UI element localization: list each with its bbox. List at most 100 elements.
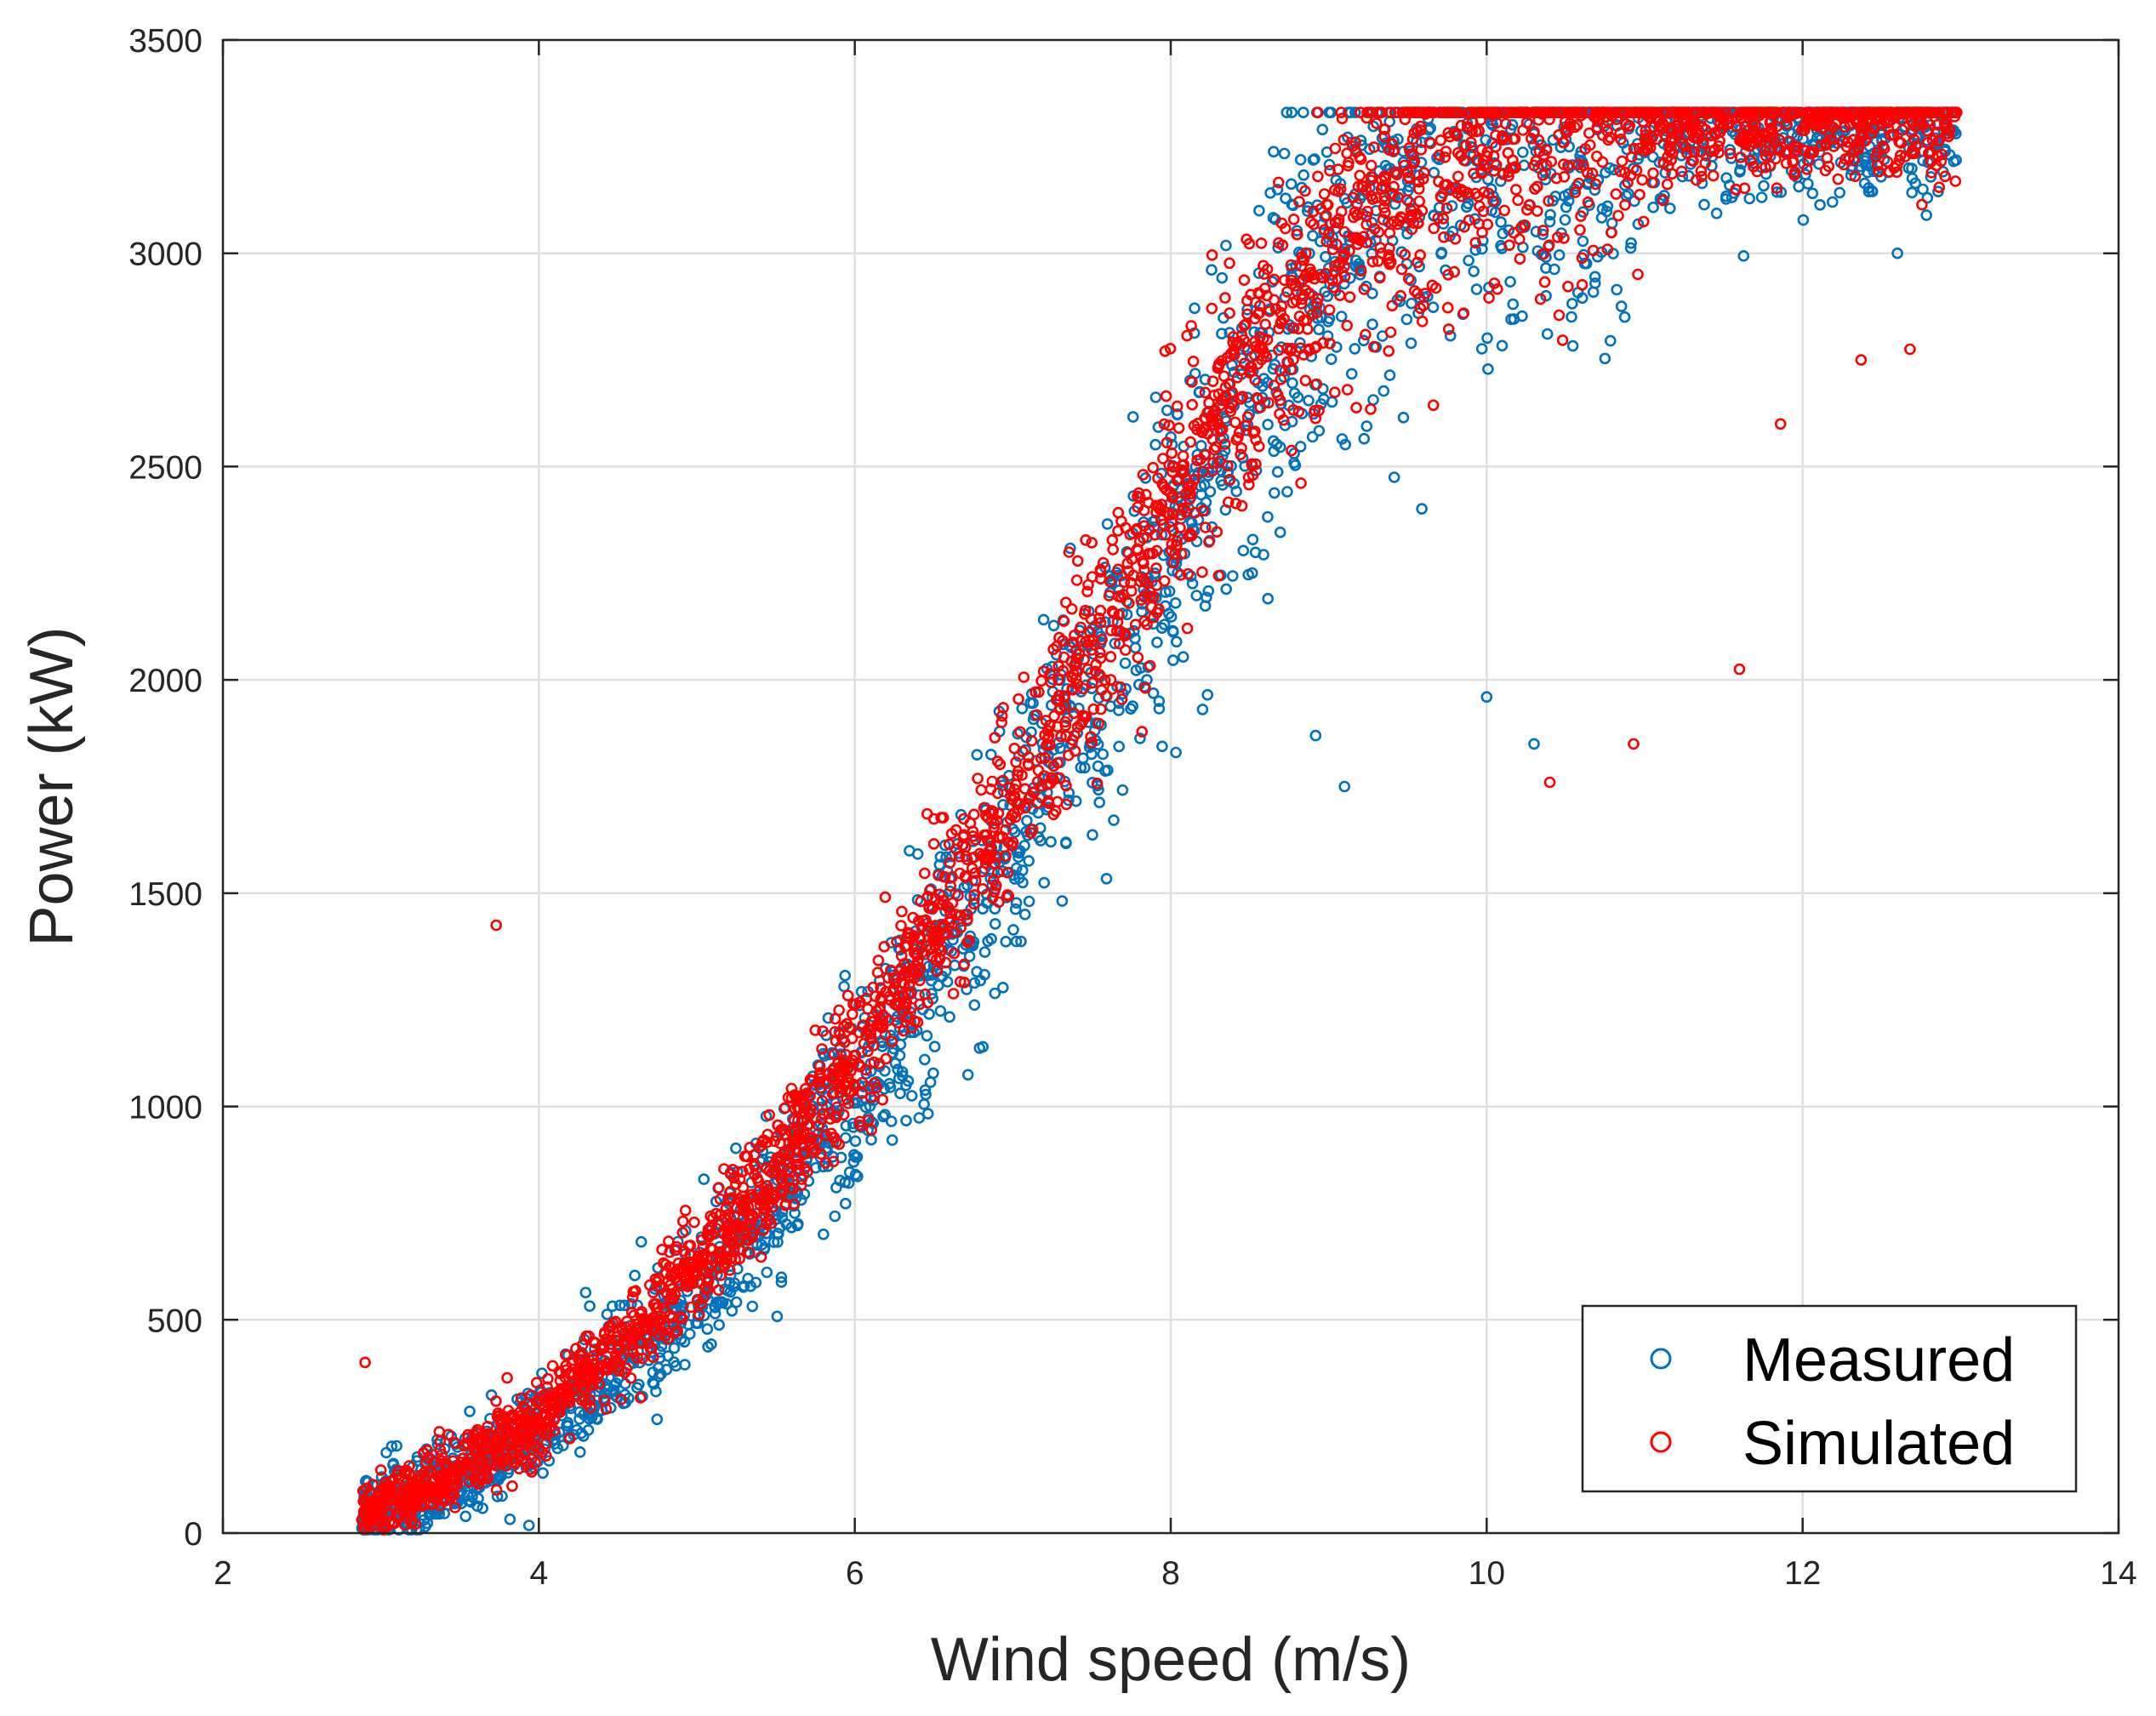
scatter-point bbox=[719, 1252, 732, 1265]
scatter-point bbox=[1458, 220, 1470, 233]
scatter-point bbox=[1544, 208, 1556, 221]
scatter-point bbox=[1157, 453, 1169, 465]
scatter-point bbox=[1468, 265, 1480, 277]
scatter-point bbox=[1358, 432, 1371, 445]
scatter-point bbox=[744, 1280, 757, 1292]
scatter-point bbox=[1415, 144, 1427, 156]
scatter-point bbox=[1149, 438, 1161, 451]
scatter-point bbox=[636, 1352, 648, 1365]
scatter-point bbox=[1085, 731, 1097, 744]
scatter-point bbox=[1030, 686, 1041, 698]
scatter-point bbox=[1605, 334, 1617, 347]
scatter-point bbox=[971, 749, 984, 761]
scatter-point bbox=[984, 783, 997, 795]
scatter-point bbox=[1184, 487, 1196, 500]
scatter-point bbox=[1281, 486, 1293, 498]
scatter-point bbox=[1647, 167, 1659, 180]
scatter-point bbox=[1272, 176, 1285, 189]
scatter-point bbox=[1079, 607, 1091, 620]
scatter-point bbox=[913, 1112, 926, 1124]
scatter-point bbox=[1264, 187, 1276, 199]
scatter-point bbox=[840, 1048, 852, 1061]
scatter-point bbox=[584, 1394, 596, 1406]
scatter-point bbox=[879, 1109, 891, 1120]
scatter-point bbox=[1444, 184, 1457, 196]
scatter-point bbox=[1541, 328, 1554, 340]
scatter-point bbox=[1286, 377, 1298, 390]
scatter-point bbox=[1435, 191, 1447, 203]
scatter-point bbox=[1199, 373, 1212, 385]
scatter-point bbox=[1771, 186, 1783, 198]
scatter-point bbox=[504, 1514, 516, 1525]
scatter-point bbox=[1193, 386, 1206, 399]
scatter-point bbox=[1007, 924, 1019, 936]
scatter-point bbox=[1021, 814, 1033, 827]
scatter-point bbox=[626, 1343, 638, 1355]
scatter-point bbox=[878, 1083, 891, 1095]
scatter-point bbox=[702, 1223, 715, 1236]
scatter-point bbox=[1024, 790, 1036, 802]
scatter-point bbox=[576, 1394, 588, 1406]
scatter-point bbox=[635, 1235, 647, 1248]
scatter-point bbox=[1406, 223, 1418, 236]
scatter-point bbox=[1336, 112, 1349, 125]
scatter-point bbox=[1376, 247, 1388, 259]
scatter-point bbox=[1858, 177, 1871, 190]
scatter-point bbox=[1315, 398, 1327, 410]
scatter-point bbox=[1280, 192, 1292, 204]
scatter-point bbox=[506, 1480, 518, 1492]
scatter-point bbox=[1341, 384, 1354, 396]
scatter-point bbox=[1285, 259, 1298, 271]
scatter-point bbox=[1416, 503, 1428, 515]
scatter-point bbox=[1044, 719, 1056, 732]
scatter-point bbox=[1634, 189, 1646, 201]
scatter-point bbox=[927, 903, 938, 915]
scatter-point bbox=[1111, 616, 1124, 628]
scatter-point bbox=[1543, 239, 1555, 252]
scatter-point bbox=[1488, 157, 1501, 169]
scatter-point bbox=[923, 1008, 935, 1020]
scatter-point bbox=[1169, 596, 1182, 609]
scatter-point bbox=[1163, 585, 1176, 597]
scatter-point bbox=[1286, 444, 1298, 457]
scatter-point bbox=[537, 1467, 549, 1479]
scatter-point bbox=[1416, 315, 1429, 328]
scatter-point bbox=[879, 1065, 891, 1077]
scatter-point bbox=[1199, 600, 1212, 613]
scatter-point bbox=[825, 1127, 837, 1140]
scatter-point bbox=[1341, 147, 1353, 160]
scatter-point bbox=[1472, 191, 1485, 202]
scatter-point bbox=[853, 1026, 865, 1039]
scatter-point bbox=[1353, 258, 1365, 270]
scatter-point bbox=[1084, 626, 1096, 638]
scatter-point bbox=[1371, 117, 1383, 129]
scatter-point bbox=[925, 974, 938, 987]
scatter-point bbox=[1321, 199, 1334, 211]
scatter-point bbox=[1235, 393, 1247, 405]
scatter-point bbox=[933, 869, 944, 881]
scatter-point bbox=[958, 977, 971, 989]
scatter-point bbox=[1442, 269, 1454, 281]
scatter-point bbox=[1239, 419, 1252, 432]
scatter-point bbox=[1292, 406, 1305, 418]
scatter-point bbox=[1793, 180, 1805, 193]
scatter-point bbox=[882, 972, 894, 984]
scatter-point bbox=[1526, 133, 1537, 145]
scatter-point bbox=[1519, 219, 1531, 231]
scatter-point bbox=[1891, 159, 1903, 172]
scatter-point bbox=[1481, 218, 1494, 231]
scatter-point bbox=[1854, 122, 1867, 134]
scatter-point bbox=[600, 1403, 613, 1415]
scatter-point bbox=[1108, 814, 1120, 826]
scatter-point bbox=[871, 966, 884, 978]
scatter-point bbox=[393, 1509, 406, 1521]
scatter-point bbox=[1374, 106, 1387, 118]
scatter-point bbox=[441, 1462, 453, 1474]
scatter-point bbox=[1576, 278, 1588, 291]
scatter-point bbox=[669, 1326, 682, 1339]
scatter-point bbox=[704, 1210, 716, 1223]
scatter-point bbox=[1298, 106, 1309, 118]
scatter-point bbox=[1053, 772, 1066, 784]
scatter-point bbox=[1229, 416, 1241, 429]
scatter-point bbox=[1616, 155, 1628, 168]
